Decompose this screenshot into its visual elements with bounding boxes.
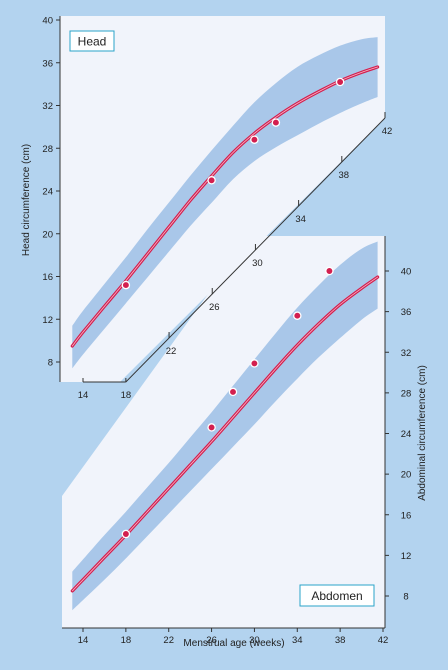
abdomen-y-axis-title: Abdominal circumference (cm)	[417, 365, 428, 501]
head-x-tick-label: 38	[339, 170, 350, 181]
abdomen-x-tick-label: 30	[249, 635, 260, 646]
head-y-tick-label: 40	[42, 16, 53, 27]
head-x-tick-label: 34	[295, 214, 306, 225]
abdomen-x-tick-label: 38	[335, 635, 346, 646]
abdomen-label-frame	[299, 584, 375, 607]
abdomen-data-point	[121, 529, 131, 539]
head-label-box: Head	[69, 30, 115, 52]
abdomen-data-point	[228, 387, 238, 397]
abdomen-x-tick-label: 26	[206, 635, 217, 646]
abdomen-y-tick-label: 20	[401, 470, 412, 481]
head-y-tick-label: 24	[42, 187, 53, 198]
head-data-point	[121, 280, 131, 290]
abdomen-data-point	[207, 423, 216, 432]
head-x-tick-label: 30	[252, 258, 263, 269]
abdomen-data-point	[293, 311, 302, 320]
head-mean-curve-highlight	[71, 66, 378, 347]
head-y-tick-label: 8	[48, 358, 53, 369]
head-data-point	[271, 118, 281, 127]
abdomen-x-tick-label: 42	[378, 635, 389, 646]
x-axis-title: Menstrual age (weeks)	[183, 638, 284, 649]
abdomen-axes: 8 12 16 20 24 28 32 36 40 14 18 22 26 30 34 38 42	[62, 236, 411, 646]
abdomen-y-tick-label: 32	[401, 348, 412, 359]
abdomen-x-tick-label: 22	[163, 635, 174, 646]
head-axes: 8 12 16 20 24 28 32 36 40 14 18 22 26 30 34 38 42	[42, 16, 392, 402]
abdomen-y-tick-label: 12	[401, 551, 412, 562]
abdomen-label-box: Abdomen	[299, 584, 375, 607]
head-data-point	[207, 176, 216, 185]
head-y-tick-label: 28	[42, 144, 53, 155]
abdomen-y-tick-label: 8	[403, 592, 408, 603]
abdomen-x-tick-label: 34	[292, 635, 303, 646]
abdomen-y-tick-label: 40	[401, 267, 412, 278]
head-plot-area	[70, 37, 380, 369]
head-label-frame	[69, 30, 115, 52]
head-x-tick-label: 14	[78, 390, 89, 401]
head-data-point	[250, 135, 259, 144]
head-data-point	[335, 77, 345, 87]
head-x-tick-label: 26	[209, 302, 220, 313]
head-y-axis-title: Head circumference (cm)	[21, 144, 32, 256]
head-y-tick-label: 16	[42, 272, 53, 283]
abdomen-mean-curve-highlight	[71, 276, 378, 592]
abdomen-data-point	[250, 359, 259, 368]
abdomen-y-tick-label: 16	[401, 510, 412, 521]
head-y-tick-label: 36	[42, 58, 53, 69]
abdomen-x-tick-label: 14	[78, 635, 89, 646]
head-normal-range-band	[72, 37, 378, 369]
abdomen-data-point	[325, 266, 334, 276]
abdomen-x-tick-label: 18	[121, 635, 132, 646]
head-y-tick-label: 20	[42, 229, 53, 240]
abdomen-panel-label: Abdomen	[311, 589, 362, 603]
abdomen-y-tick-label: 28	[401, 388, 412, 399]
abdomen-plot-area	[70, 241, 380, 611]
head-x-tick-label: 22	[166, 346, 177, 357]
head-x-tick-label: 18	[121, 390, 132, 401]
head-x-tick-label: 42	[382, 126, 393, 137]
abdomen-y-tick-label: 24	[401, 429, 412, 440]
head-y-tick-label: 12	[42, 315, 53, 326]
head-panel-label: Head	[78, 35, 107, 49]
head-y-tick-label: 32	[42, 101, 53, 112]
abdomen-y-tick-label: 36	[401, 307, 412, 318]
